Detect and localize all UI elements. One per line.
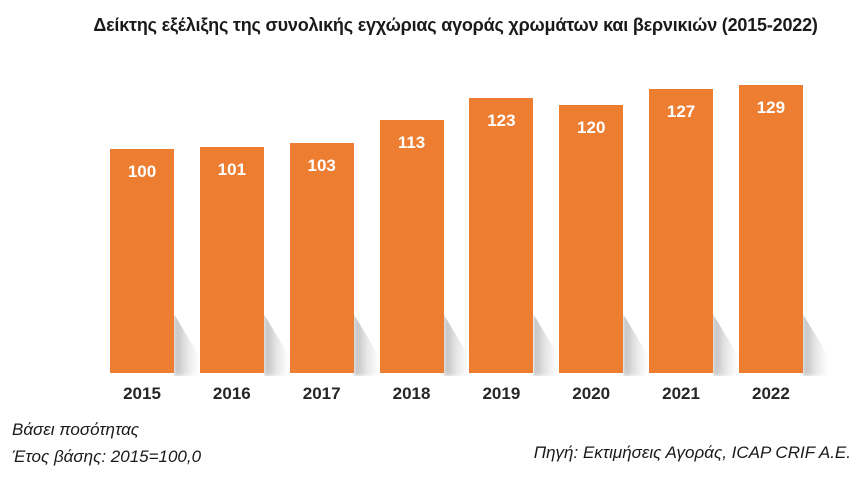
bar-value-label: 103 <box>307 155 336 175</box>
footnote-quantity-basis: Βάσει ποσότητας <box>12 420 140 439</box>
bar-2017: 103 <box>289 142 354 373</box>
x-axis-label-2019: 2019 <box>482 384 521 403</box>
bar-value-label: 100 <box>127 162 157 182</box>
bar-column-2017: 103 2017 <box>289 60 354 415</box>
x-axis-label-2015: 2015 <box>123 384 161 403</box>
bar-2016: 101 <box>199 147 264 373</box>
bar-column-2018: 113 2018 <box>379 60 444 415</box>
footnote-left: Βάσει ποσότητας Έτος βάσης: 2015=100,0 <box>12 416 201 470</box>
bar-2021: 127 <box>649 89 714 373</box>
x-axis-label-2017: 2017 <box>302 384 341 403</box>
bar-column-2015: 100 2015 <box>110 60 174 415</box>
bar-2018: 113 <box>379 120 444 373</box>
bar-2015: 100 <box>110 149 174 373</box>
bar-2022: 129 <box>738 84 803 373</box>
chart-title: Δείκτης εξέλιξης της συνολικής εγχώριας … <box>93 15 818 35</box>
source-note: Πηγή: Εκτιμήσεις Αγοράς, ICAP CRIF A.E. <box>533 443 851 462</box>
bar-column-2021: 127 2021 <box>649 60 714 415</box>
x-axis-label-2018: 2018 <box>392 384 431 403</box>
x-axis-label-2020: 2020 <box>572 384 611 403</box>
x-axis-label-2016: 2016 <box>212 384 251 403</box>
bar-2020: 120 <box>559 104 624 373</box>
bar-column-2019: 123 2019 <box>469 60 534 415</box>
bar-value-label: 113 <box>397 133 426 153</box>
bar-value-label: 129 <box>756 97 786 117</box>
bar-value-label: 101 <box>217 160 247 180</box>
bar-chart: 100 2015 101 2016 103 2017 113 2018 123 2019 120 20… <box>110 60 803 415</box>
bar-2019: 123 <box>469 98 534 373</box>
x-axis-label-2022: 2022 <box>751 384 790 403</box>
bar-column-2022: 129 2022 <box>738 60 803 415</box>
bar-column-2020: 120 2020 <box>559 60 624 415</box>
x-axis-label-2021: 2021 <box>662 384 700 403</box>
bar-column-2016: 101 2016 <box>199 60 264 415</box>
footnote-base-year: Έτος βάσης: 2015=100,0 <box>12 447 202 466</box>
bar-value-label: 120 <box>577 117 606 137</box>
bar-value-label: 127 <box>666 102 696 122</box>
bar-value-label: 123 <box>487 111 516 130</box>
